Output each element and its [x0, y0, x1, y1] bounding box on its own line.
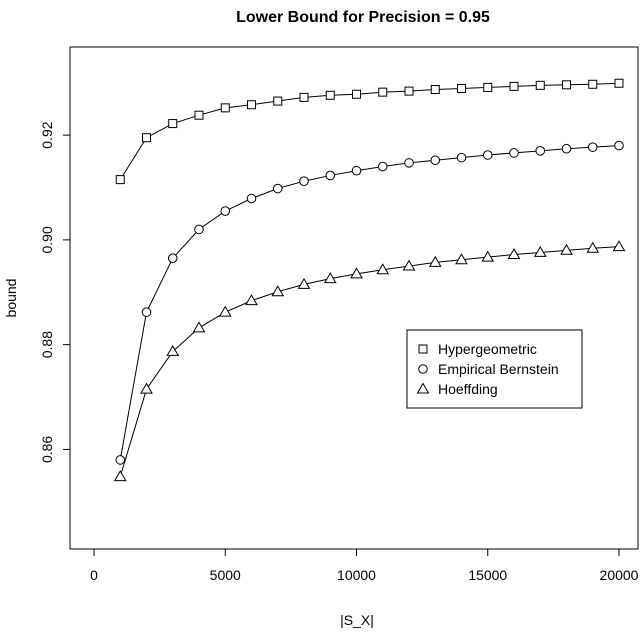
data-point-empirical-bernstein: [272, 183, 283, 194]
data-point-hoeffding: [402, 259, 416, 271]
data-point-hoeffding: [297, 277, 311, 289]
data-point-empirical-bernstein: [587, 142, 598, 152]
data-point-empirical-bernstein: [404, 158, 414, 168]
x-tick-label: 10000: [337, 567, 376, 583]
x-tick-label: 0: [90, 567, 98, 583]
legend-label-hoeffding: Hoeffding: [438, 381, 498, 397]
data-point-hypergeometric: [115, 175, 125, 185]
data-point-hoeffding: [481, 250, 495, 262]
data-point-hypergeometric: [299, 92, 309, 102]
y-tick-label: 0.86: [39, 436, 55, 463]
data-point-hoeffding: [533, 245, 547, 257]
series-empirical-bernstein: [115, 140, 624, 465]
data-point-hypergeometric: [562, 80, 571, 90]
series-line-empirical-bernstein: [119, 145, 620, 460]
data-point-hypergeometric: [220, 103, 230, 113]
y-axis-label: bound: [3, 279, 19, 318]
series-hoeffding: [113, 240, 626, 482]
data-point-hoeffding: [140, 382, 153, 394]
data-point-empirical-bernstein: [325, 170, 336, 181]
data-point-empirical-bernstein: [456, 152, 467, 163]
data-point-hypergeometric: [483, 82, 493, 92]
series-line-hoeffding: [119, 246, 620, 477]
data-point-hoeffding: [192, 321, 206, 333]
data-point-empirical-bernstein: [115, 455, 126, 465]
data-point-hoeffding: [218, 305, 232, 317]
data-point-hoeffding: [612, 240, 626, 252]
data-point-hoeffding: [350, 267, 363, 279]
legend-marker-hoeffding: [416, 382, 430, 394]
data-point-hoeffding: [271, 285, 285, 297]
x-axis-label: |S_X|: [340, 612, 374, 628]
y-axis: 0.86 0.88 0.90 0.92: [39, 121, 71, 463]
data-point-hypergeometric: [247, 100, 256, 110]
data-point-hoeffding: [166, 344, 180, 356]
y-tick-label: 0.88: [39, 331, 55, 358]
data-point-empirical-bernstein: [614, 140, 624, 151]
data-point-hypergeometric: [325, 90, 335, 100]
data-point-empirical-bernstein: [220, 206, 231, 216]
data-point-empirical-bernstein: [246, 193, 257, 204]
data-point-hoeffding: [455, 253, 468, 265]
data-point-hypergeometric: [142, 133, 151, 143]
data-point-hypergeometric: [614, 78, 624, 88]
data-point-empirical-bernstein: [141, 307, 152, 317]
data-point-hoeffding: [586, 241, 600, 253]
data-point-hypergeometric: [378, 87, 388, 97]
data-point-empirical-bernstein: [509, 148, 519, 158]
data-point-hoeffding: [560, 243, 573, 255]
chart-title: Lower Bound for Precision = 0.95: [236, 9, 490, 26]
x-tick-label: 5000: [210, 567, 241, 583]
legend-box: [406, 329, 583, 409]
data-point-hoeffding: [507, 248, 521, 260]
data-point-empirical-bernstein: [535, 146, 546, 156]
data-point-empirical-bernstein: [167, 253, 178, 264]
data-point-empirical-bernstein: [561, 143, 572, 154]
data-point-hoeffding: [113, 470, 127, 482]
x-axis: 0 5000 10000 15000 20000: [90, 548, 639, 583]
legend-marker-empirical-bernstein: [418, 364, 428, 374]
data-point-hypergeometric: [588, 79, 598, 89]
data-point-hypergeometric: [430, 85, 440, 95]
data-point-hoeffding: [428, 255, 442, 267]
x-tick-label: 20000: [600, 567, 639, 583]
data-point-empirical-bernstein: [351, 165, 362, 176]
data-point-hypergeometric: [168, 119, 178, 129]
series-hypergeometric: [115, 78, 624, 185]
data-point-hypergeometric: [457, 83, 466, 93]
data-point-hypergeometric: [273, 96, 283, 106]
data-point-empirical-bernstein: [194, 224, 204, 235]
legend-label-empirical-bernstein: Empirical Bernstein: [438, 361, 559, 377]
series-line-hypergeometric: [119, 82, 620, 180]
series-layer: [113, 78, 626, 482]
x-tick-label: 15000: [468, 567, 507, 583]
data-point-hypergeometric: [404, 86, 414, 96]
data-point-empirical-bernstein: [482, 150, 493, 160]
y-tick-label: 0.90: [39, 226, 55, 253]
legend-label-hypergeometric: Hypergeometric: [438, 341, 537, 357]
data-point-empirical-bernstein: [377, 161, 388, 172]
legend: Hypergeometric Empirical Bernstein Hoeffdi…: [406, 329, 583, 409]
data-point-hypergeometric: [352, 89, 361, 99]
data-point-hypergeometric: [509, 81, 519, 91]
data-point-hoeffding: [376, 263, 390, 275]
data-point-hoeffding: [323, 272, 337, 284]
data-point-empirical-bernstein: [299, 176, 309, 187]
plot-frame: [69, 46, 639, 550]
data-point-hypergeometric: [535, 80, 545, 90]
data-point-hoeffding: [245, 294, 258, 306]
y-tick-label: 0.92: [39, 121, 55, 148]
data-point-empirical-bernstein: [430, 155, 441, 166]
legend-marker-hypergeometric: [418, 344, 428, 354]
data-point-hypergeometric: [194, 110, 204, 120]
